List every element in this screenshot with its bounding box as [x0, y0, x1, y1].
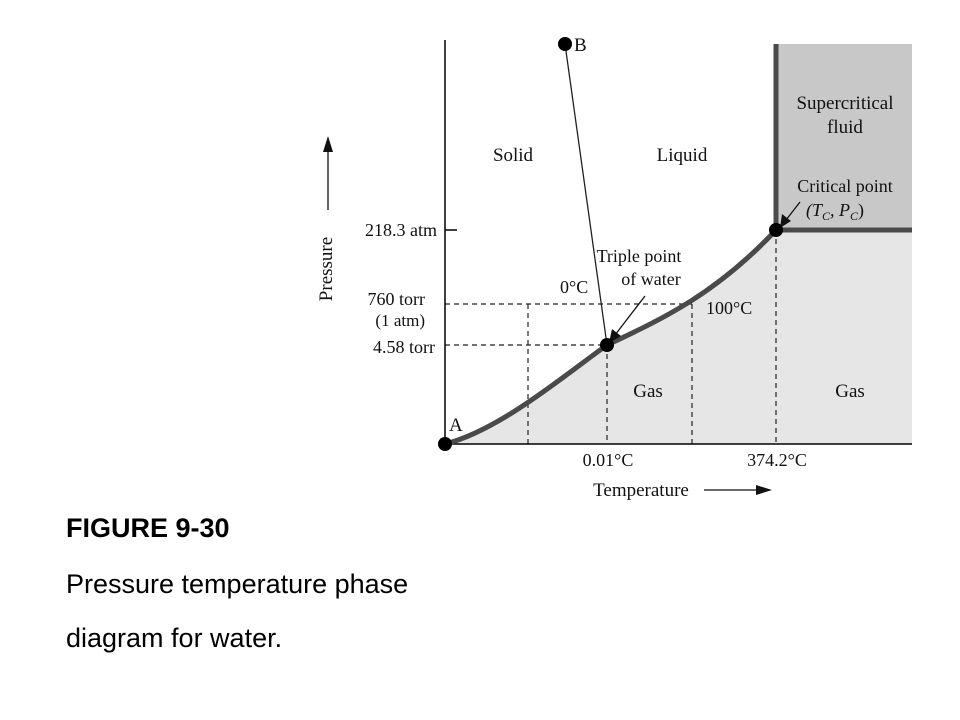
label-supercritical-2: fluid: [827, 117, 863, 138]
caption-line-2: diagram for water.: [66, 623, 283, 653]
label-a: A: [449, 415, 463, 436]
ytick-2183: 218.3 atm: [365, 220, 437, 240]
xtick-001: 0.01°C: [583, 450, 634, 470]
figure-caption: FIGURE 9-30 Pressure temperature phase d…: [66, 510, 766, 665]
caption-line-1: Pressure temperature phase: [66, 569, 409, 599]
point-a: [438, 437, 452, 451]
critical-sub-2: C: [850, 209, 859, 223]
label-triple-1: Triple point: [597, 246, 682, 266]
label-triple-2: of water: [621, 269, 680, 289]
critical-point: [769, 223, 783, 237]
critical-close: ): [858, 200, 864, 221]
figure-number: FIGURE 9-30: [66, 513, 230, 543]
label-liquid: Liquid: [657, 145, 708, 166]
ytick-760: 760 torr: [368, 289, 426, 309]
triple-point-arrow: [609, 295, 646, 343]
ytick-760-sub: (1 atm): [375, 311, 425, 330]
gas-region: [445, 230, 912, 444]
label-b: B: [574, 35, 587, 56]
pressure-axis-arrow: [323, 136, 333, 210]
label-critical-2: (TC, PC): [806, 200, 864, 223]
label-100c: 100°C: [706, 298, 752, 318]
critical-sub-1: C: [822, 209, 831, 223]
dashed-guides: [445, 230, 777, 444]
xtick-3742: 374.2°C: [747, 450, 807, 470]
melting-line: [564, 43, 608, 346]
figure-description: Pressure temperature phase diagram for w…: [66, 557, 766, 665]
critical-point-arrow: [780, 201, 801, 228]
point-b: [558, 37, 572, 51]
supercritical-region: [776, 44, 912, 230]
critical-mid: , P: [830, 200, 850, 220]
label-gas-right: Gas: [835, 381, 865, 402]
x-axis-title: Temperature: [593, 480, 689, 501]
label-0c: 0°C: [560, 277, 588, 297]
temperature-axis-arrow: [704, 485, 772, 495]
label-supercritical-1: Supercritical: [796, 93, 893, 114]
ytick-458: 4.58 torr: [373, 337, 435, 357]
triple-point: [600, 338, 614, 352]
critical-open: (T: [806, 200, 824, 221]
y-axis-title: Pressure: [316, 237, 337, 301]
label-gas-left: Gas: [633, 381, 663, 402]
label-solid: Solid: [493, 145, 534, 166]
label-critical-1: Critical point: [797, 176, 892, 196]
